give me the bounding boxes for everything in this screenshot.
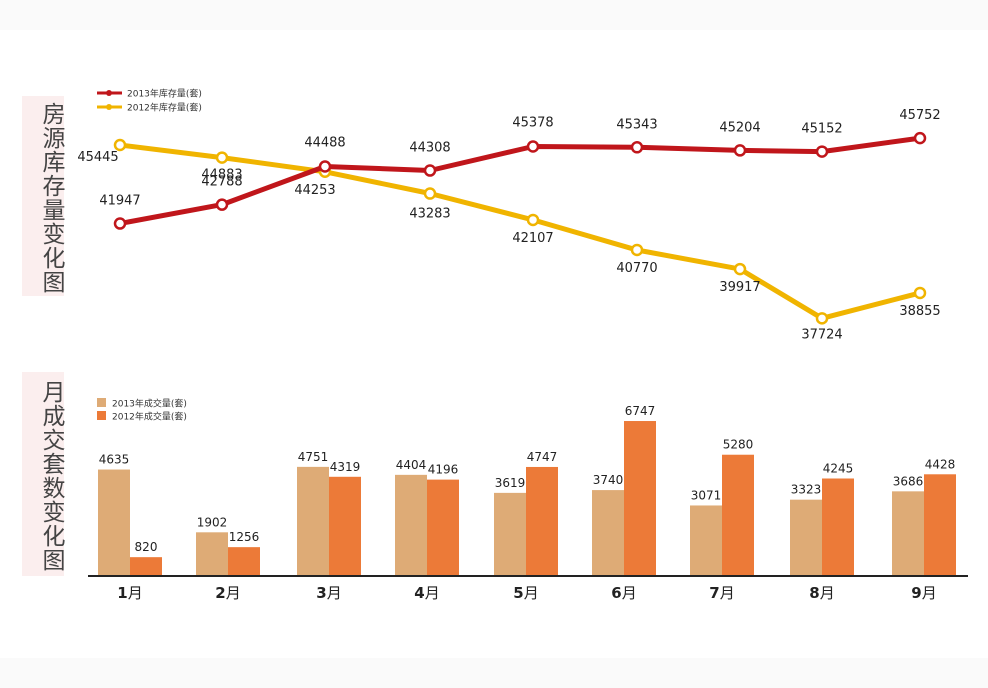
data-label: 1902 (197, 515, 228, 529)
bar (526, 466, 558, 576)
bar (98, 469, 130, 576)
data-point (215, 198, 229, 211)
legend-label-1: 2012年成交量(套) (112, 411, 187, 423)
data-label: 3686 (893, 474, 924, 488)
data-point (733, 262, 747, 276)
tick-label: 1月 (117, 584, 142, 602)
data-label: 43283 (409, 207, 450, 222)
legend-marker-0 (106, 90, 112, 96)
data-label: 4747 (527, 450, 558, 464)
bar (624, 421, 656, 576)
top-band (0, 0, 988, 30)
bar (329, 476, 361, 576)
data-label: 41947 (99, 194, 140, 209)
bar (592, 490, 624, 576)
data-label: 45378 (512, 116, 553, 131)
bar (722, 454, 754, 576)
tick-label: 5月 (513, 584, 538, 602)
data-label: 4196 (428, 463, 459, 477)
legend-label-1: 2012年库存量(套) (127, 102, 202, 114)
data-label: 44488 (304, 135, 345, 150)
tick-label: 6月 (611, 584, 636, 602)
data-label: 44253 (294, 183, 335, 198)
data-label: 1256 (229, 530, 260, 544)
data-label: 6747 (625, 404, 656, 418)
data-label: 45204 (719, 120, 760, 135)
tick-label: 8月 (809, 584, 834, 602)
data-point (526, 213, 540, 227)
data-label: 45752 (899, 108, 940, 123)
data-label: 37724 (801, 327, 842, 342)
data-point (113, 217, 127, 230)
data-label: 45343 (616, 117, 657, 132)
tick-label: 3月 (316, 584, 341, 602)
legend-swatch-1 (97, 411, 106, 420)
data-label: 4428 (925, 457, 956, 471)
data-label: 40770 (616, 261, 657, 276)
data-point (913, 131, 927, 145)
bar (228, 547, 260, 576)
data-point (630, 141, 644, 154)
data-point (630, 243, 644, 257)
data-label: 45152 (801, 122, 842, 137)
legend-marker-1 (106, 104, 112, 110)
inventory-panel-label: 房源库存量变化图 (22, 96, 64, 296)
data-point (318, 160, 332, 173)
data-label: 39917 (719, 280, 760, 295)
data-point (526, 140, 540, 153)
bar (494, 492, 526, 576)
data-label: 3071 (691, 488, 722, 502)
bar (822, 478, 854, 576)
data-point (423, 164, 437, 177)
data-label: 44308 (409, 141, 450, 156)
sales-panel-label: 月成交套数变化图 (22, 372, 64, 576)
data-label: 42788 (201, 175, 242, 190)
bar (790, 499, 822, 576)
legend-swatch-0 (97, 398, 106, 407)
bar (427, 479, 459, 576)
data-point (215, 151, 229, 164)
data-point (815, 312, 829, 325)
legend-label-0: 2013年成交量(套) (112, 398, 187, 410)
data-point (113, 138, 127, 152)
tick-label: 9月 (911, 584, 936, 602)
data-label: 820 (135, 540, 158, 554)
bar (395, 474, 427, 576)
bar (892, 491, 924, 576)
bar (690, 505, 722, 576)
data-label: 42107 (512, 231, 553, 246)
bottom-band (0, 658, 988, 688)
data-label: 3740 (593, 473, 624, 487)
data-label: 45445 (77, 150, 118, 165)
bar (297, 466, 329, 576)
data-label: 4404 (396, 458, 427, 472)
data-label: 4319 (330, 460, 361, 474)
bar (130, 557, 162, 576)
bar (196, 532, 228, 576)
tick-label: 4月 (414, 584, 439, 602)
data-point (913, 286, 927, 300)
tick-label: 2月 (215, 584, 240, 602)
data-label: 5280 (723, 438, 754, 452)
data-label: 44883 (201, 168, 242, 183)
data-label: 4751 (298, 450, 329, 464)
data-point (423, 187, 437, 200)
bar (924, 474, 956, 576)
data-point (815, 145, 829, 158)
data-label: 3619 (495, 476, 526, 490)
data-label: 38855 (899, 304, 940, 319)
data-label: 4635 (99, 453, 130, 467)
data-label: 3323 (791, 483, 822, 497)
data-point (733, 144, 747, 157)
legend-label-0: 2013年库存量(套) (127, 88, 202, 100)
data-label: 4245 (823, 461, 854, 475)
tick-label: 7月 (709, 584, 734, 602)
